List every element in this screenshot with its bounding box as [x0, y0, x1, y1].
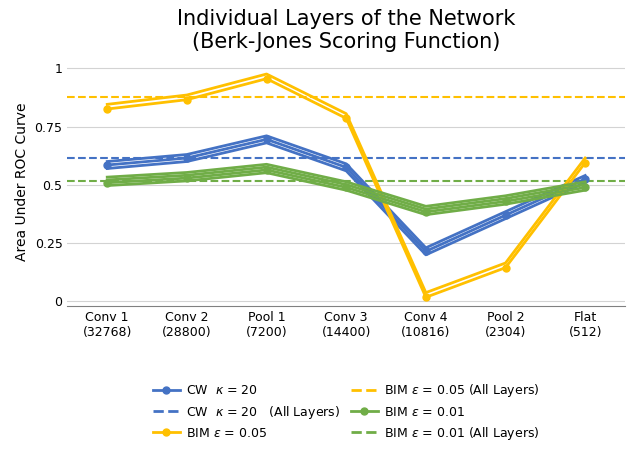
Title: Individual Layers of the Network
(Berk-Jones Scoring Function): Individual Layers of the Network (Berk-J… [177, 9, 515, 52]
Y-axis label: Area Under ROC Curve: Area Under ROC Curve [15, 102, 29, 260]
Legend: CW  $\kappa$ = 20, CW  $\kappa$ = 20   (All Layers), BIM $\epsilon$ = 0.05, BIM : CW $\kappa$ = 20, CW $\kappa$ = 20 (All … [152, 382, 540, 442]
